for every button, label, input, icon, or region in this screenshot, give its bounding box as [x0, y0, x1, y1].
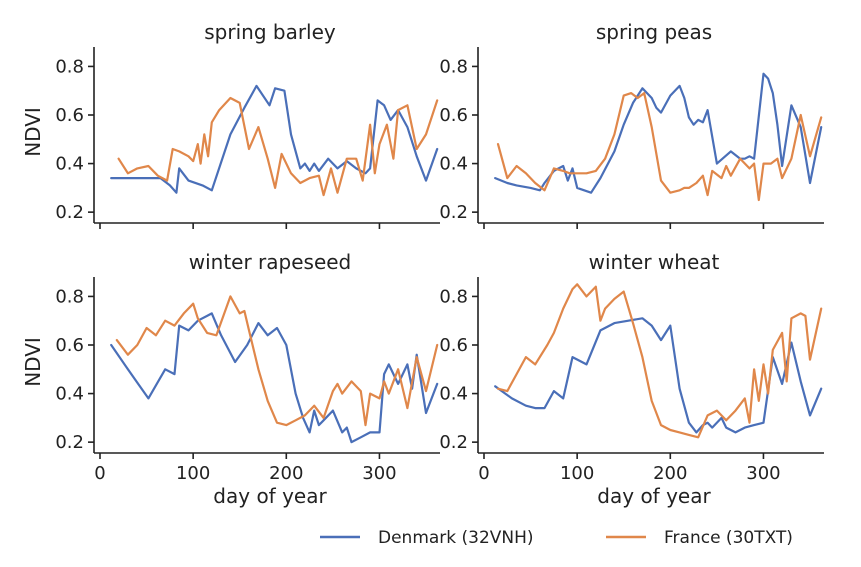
- x-tick-label: 300: [746, 463, 780, 484]
- x-tick-label: 200: [653, 463, 687, 484]
- y-tick-label: 0.2: [439, 432, 468, 453]
- y-tick-label: 0.6: [55, 105, 84, 126]
- panel-spring-peas: spring peas 0.2 0.4 0.6 0.8: [439, 20, 824, 229]
- y-tick-label: 0.4: [55, 384, 84, 405]
- y-tick-label: 0.4: [439, 384, 468, 405]
- x-axis-label: day of year: [597, 484, 711, 508]
- y-tick-label: 0.6: [439, 335, 468, 356]
- panel-title: winter wheat: [589, 250, 720, 274]
- y-tick-label: 0.8: [55, 56, 84, 77]
- y-tick-label: 0.2: [55, 432, 84, 453]
- x-tick-label: 300: [362, 463, 396, 484]
- series-line-denmark: [494, 72, 823, 194]
- x-tick-label: 0: [94, 463, 105, 484]
- y-tick-label: 0.4: [439, 154, 468, 175]
- series-line-france: [117, 96, 439, 197]
- x-axis-label: day of year: [213, 484, 327, 508]
- x-tick-label: 100: [560, 463, 594, 484]
- y-tick-label: 0.2: [439, 202, 468, 223]
- series-line-france: [496, 283, 823, 439]
- series-line-france: [496, 91, 823, 202]
- legend-label-denmark: Denmark (32VNH): [378, 528, 534, 548]
- y-tick-label: 0.4: [55, 154, 84, 175]
- series-line-denmark: [110, 312, 439, 444]
- legend: Denmark (32VNH) France (30TXT): [320, 528, 793, 548]
- y-tick-label: 0.6: [439, 105, 468, 126]
- y-tick-label: 0.6: [55, 335, 84, 356]
- y-axis-label: NDVI: [21, 337, 45, 387]
- panel-spring-barley: spring barley 0.2 0.4 0.6 0.8 NDVI: [21, 20, 440, 229]
- series-line-denmark: [110, 84, 439, 194]
- x-tick-label: 100: [176, 463, 210, 484]
- panel-winter-rapeseed: winter rapeseed 0.2 0.4 0.6 0.8 0 100 200 300 day…: [21, 250, 440, 508]
- panel-title: spring peas: [596, 20, 712, 44]
- y-tick-label: 0.2: [55, 202, 84, 223]
- panel-winter-wheat: winter wheat 0.2 0.4 0.6 0.8 0 100 200 300 day of…: [439, 250, 824, 508]
- y-axis-label: NDVI: [21, 107, 45, 157]
- series-line-france: [115, 295, 439, 427]
- y-tick-label: 0.8: [55, 286, 84, 307]
- x-tick-label: 0: [478, 463, 489, 484]
- y-tick-label: 0.8: [439, 286, 468, 307]
- y-tick-label: 0.8: [439, 56, 468, 77]
- panel-title: winter rapeseed: [189, 250, 352, 274]
- legend-label-france: France (30TXT): [664, 528, 793, 548]
- x-tick-label: 200: [269, 463, 303, 484]
- panel-title: spring barley: [204, 20, 336, 44]
